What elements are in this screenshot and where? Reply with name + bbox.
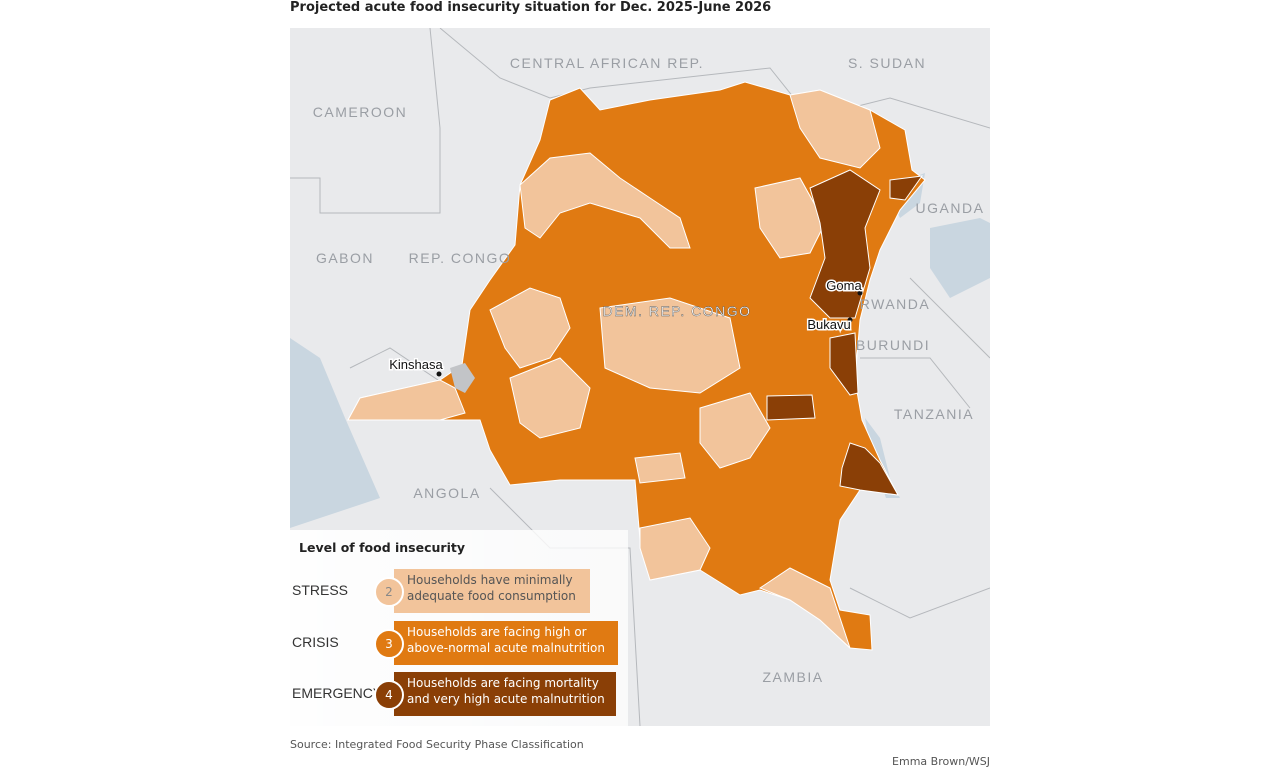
stress-areas [347, 89, 881, 649]
emergency-areas [766, 169, 924, 496]
lake-tanganyika [865, 418, 900, 498]
city-dot [857, 290, 863, 296]
legend-level: STRESS [292, 582, 349, 598]
country-labels: CENTRAL AFRICAN REP. S. SUDAN CAMEROON U… [313, 55, 985, 685]
city-label: Bukavu [807, 317, 850, 332]
country-label: RWANDA [860, 296, 930, 312]
country-label: ZAMBIA [762, 669, 823, 685]
legend-description: Households are facing mortality and very… [394, 672, 616, 716]
legend-description: Households have minimally adequate food … [394, 569, 590, 613]
country-label: ANGOLA [413, 485, 480, 501]
city-label: Goma [826, 278, 862, 293]
legend-level: EMERGENCY [292, 685, 383, 701]
title: Projected acute food insecurity situatio… [290, 0, 772, 15]
country-label: TANZANIA [894, 406, 974, 422]
legend-phase: 2 [374, 577, 404, 607]
cities: Kinshasa Goma Bukavu [388, 277, 864, 377]
city-label: Kinshasa [389, 357, 443, 372]
city-dot [436, 371, 442, 377]
city-dot [847, 317, 853, 323]
ocean [290, 338, 380, 528]
kinshasa-urban [450, 363, 475, 393]
legend-level: CRISIS [292, 633, 339, 650]
country-label: S. SUDAN [848, 55, 926, 71]
country-label: REP. CONGO [409, 250, 512, 266]
country-label: GABON [316, 250, 374, 266]
country-label: CAMEROON [313, 104, 407, 120]
country-label: UGANDA [916, 200, 985, 216]
country-label: DEM. REP. CONGO [602, 303, 751, 319]
credit: Emma Brown/WSJ [892, 755, 990, 768]
legend-phase: 4 [374, 680, 404, 710]
source: Source: Integrated Food Security Phase C… [290, 738, 584, 751]
country-label: BURUNDI [856, 337, 930, 353]
country-label: CENTRAL AFRICAN REP. [510, 55, 704, 71]
legend: Level of food insecurity STRESS Household… [288, 530, 628, 726]
legend-phase: 3 [374, 628, 404, 659]
legend-title: Level of food insecurity [299, 540, 465, 555]
legend-description: Households are facing high or above-norm… [394, 620, 618, 665]
lake-victoria [930, 218, 990, 298]
